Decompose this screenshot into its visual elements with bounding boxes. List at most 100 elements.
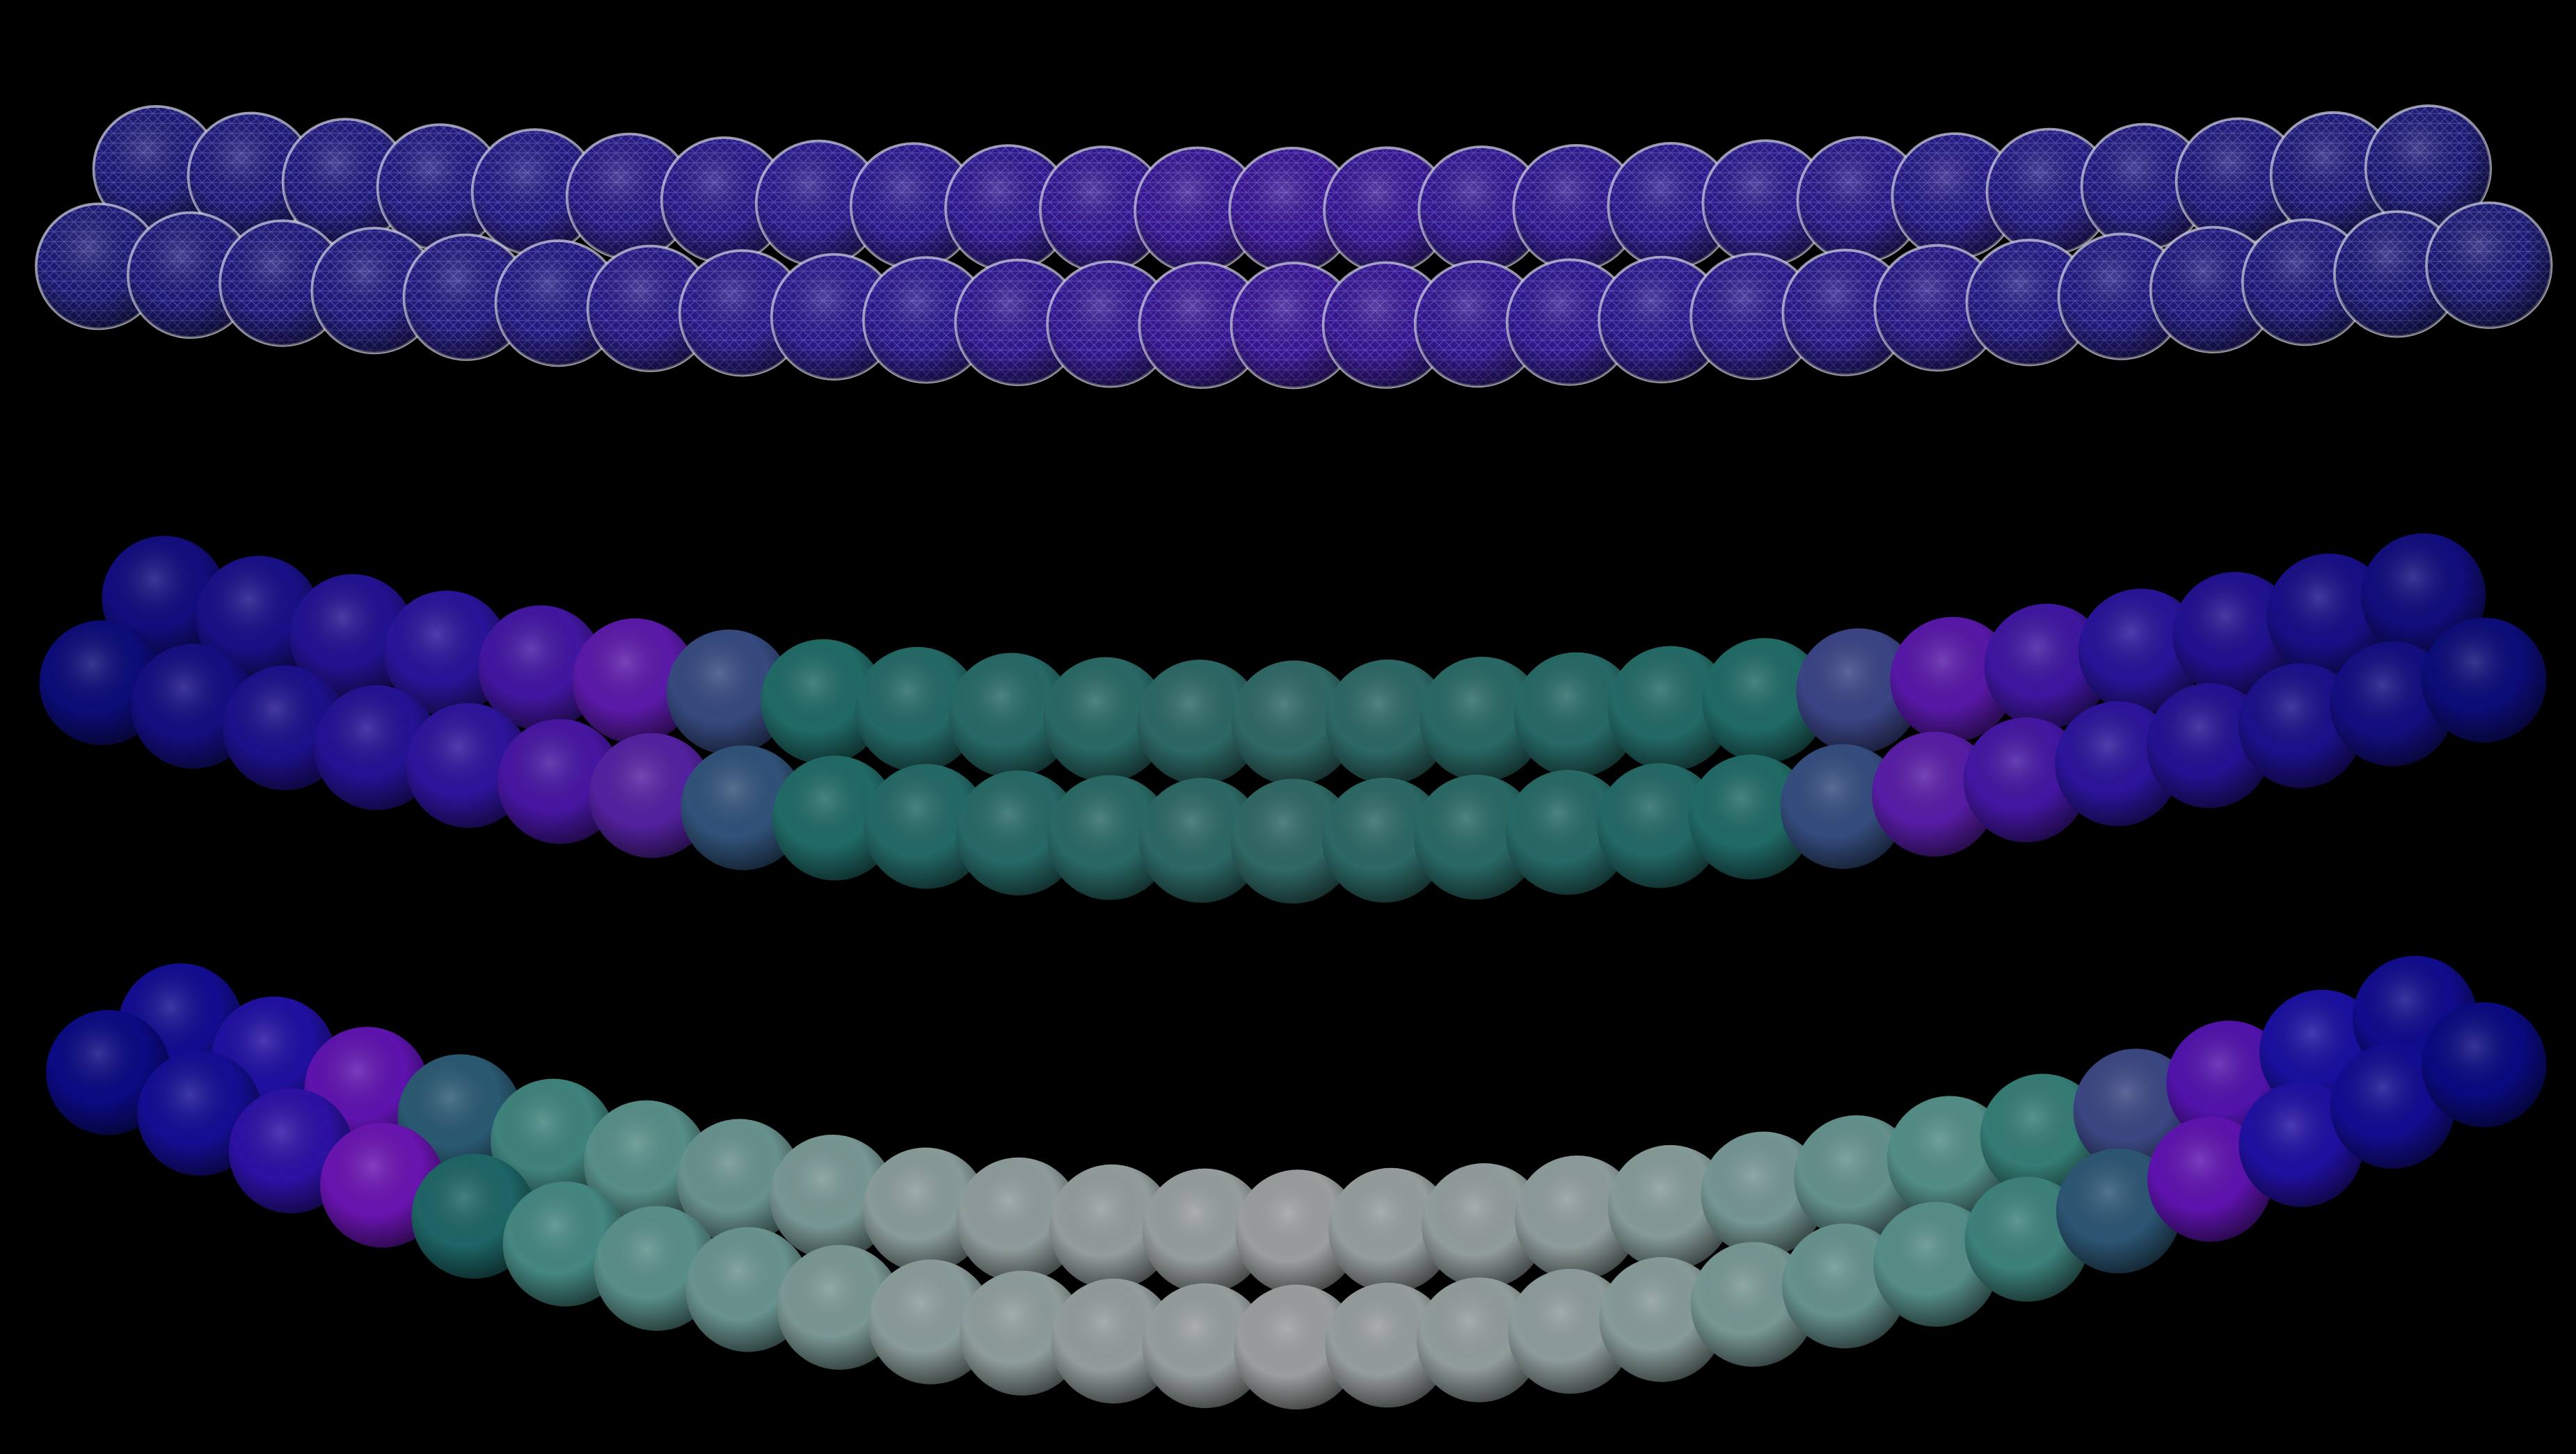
sphere — [1607, 142, 1735, 270]
sphere — [1872, 731, 1997, 857]
sphere — [384, 590, 509, 716]
sphere — [755, 139, 883, 267]
sphere — [310, 226, 438, 355]
sphere-shade — [1230, 147, 1355, 273]
sphere-shade — [404, 234, 529, 360]
sphere — [1138, 261, 1266, 389]
sphere — [1781, 248, 1909, 376]
sphere — [948, 653, 1074, 778]
sphere-shade — [1513, 145, 1639, 271]
sphere-shade — [589, 733, 715, 858]
sphere-shade — [1875, 245, 2000, 371]
sphere-shade — [478, 605, 603, 730]
sphere-shade — [312, 227, 437, 353]
sphere — [1043, 657, 1168, 783]
sphere-shade — [1966, 240, 2092, 365]
sphere — [1796, 628, 1921, 753]
sphere-shade — [1987, 129, 2113, 255]
sphere — [1413, 259, 1542, 388]
sphere-shade — [661, 137, 787, 263]
sphere-shade — [1701, 1131, 1826, 1257]
sphere-shade — [1138, 778, 1264, 903]
sphere-shade — [1043, 657, 1168, 783]
sphere — [1506, 258, 1634, 386]
sphere — [955, 770, 1081, 896]
sphere — [1701, 1131, 1826, 1257]
sphere — [2266, 553, 2392, 679]
sphere-chain — [35, 104, 2553, 390]
sphere-shade — [1142, 1283, 1268, 1409]
sphere-shade — [1797, 137, 1923, 262]
sphere — [868, 1259, 994, 1384]
sphere — [565, 132, 694, 260]
sphere — [2422, 1002, 2547, 1128]
sphere — [2172, 572, 2298, 697]
sphere — [1325, 1282, 1450, 1408]
sphere-shade — [2426, 202, 2552, 328]
sphere-shade — [2335, 211, 2460, 337]
sphere — [1134, 146, 1262, 274]
sphere — [1422, 1163, 1547, 1288]
sphere — [1508, 1268, 1633, 1394]
sphere-shade — [1505, 769, 1630, 895]
sphere-shade — [960, 1270, 1085, 1396]
sphere-shade — [1420, 657, 1545, 782]
sphere — [956, 1157, 1081, 1283]
sphere — [2269, 111, 2398, 239]
sphere-shade — [1984, 603, 2110, 729]
sphere — [770, 253, 898, 381]
sphere-shade — [1231, 263, 1356, 388]
sphere — [1420, 657, 1545, 782]
sphere — [1794, 1115, 1919, 1240]
sphere-shade — [1607, 646, 1733, 772]
sphere-shade — [1142, 1168, 1268, 1294]
sphere-shade — [1413, 774, 1539, 900]
sphere — [1039, 145, 1167, 273]
sphere — [1051, 1278, 1176, 1404]
sphere — [770, 1135, 895, 1260]
sphere — [1688, 754, 1814, 880]
sphere — [1417, 145, 1545, 273]
sphere — [1701, 139, 1829, 267]
sphere-shade — [1047, 262, 1172, 387]
sphere — [944, 144, 1072, 272]
sphere-shade — [2078, 589, 2204, 714]
sphere — [470, 128, 599, 256]
sphere-shade — [2058, 234, 2184, 359]
sphere — [1701, 638, 1827, 763]
sphere-shade — [1324, 147, 1449, 273]
sphere — [35, 202, 163, 330]
sphere-shade — [384, 590, 509, 716]
sphere-shade — [498, 719, 623, 845]
sphere-shade — [283, 119, 408, 244]
sphere — [289, 574, 415, 699]
sphere — [1322, 777, 1447, 903]
sphere — [1689, 253, 1818, 381]
sphere — [772, 756, 898, 881]
sphere — [2364, 104, 2492, 232]
sphere — [666, 630, 792, 755]
sphere — [1505, 769, 1630, 895]
sphere-shade — [1139, 262, 1264, 388]
sphere — [854, 646, 980, 772]
sphere-shade — [1703, 141, 1828, 266]
sphere — [281, 118, 409, 246]
sphere-shade — [2242, 219, 2368, 345]
sphere-shade — [2422, 1002, 2547, 1128]
sphere-shade — [666, 630, 792, 755]
sphere-shade — [1322, 777, 1447, 903]
sphere-shade — [1780, 744, 1905, 870]
sphere — [2078, 589, 2204, 714]
sphere-shade — [1513, 652, 1639, 778]
sphere — [2422, 617, 2547, 743]
sphere — [1047, 775, 1172, 900]
sphere — [2425, 201, 2553, 329]
sphere-shade — [495, 241, 621, 366]
sphere — [1413, 774, 1539, 900]
sphere — [1513, 652, 1639, 778]
sphere — [1142, 1168, 1268, 1294]
sphere — [2241, 218, 2369, 346]
sphere-shade — [1137, 660, 1262, 785]
sphere — [1607, 646, 1733, 772]
sphere-shade — [1047, 775, 1172, 900]
